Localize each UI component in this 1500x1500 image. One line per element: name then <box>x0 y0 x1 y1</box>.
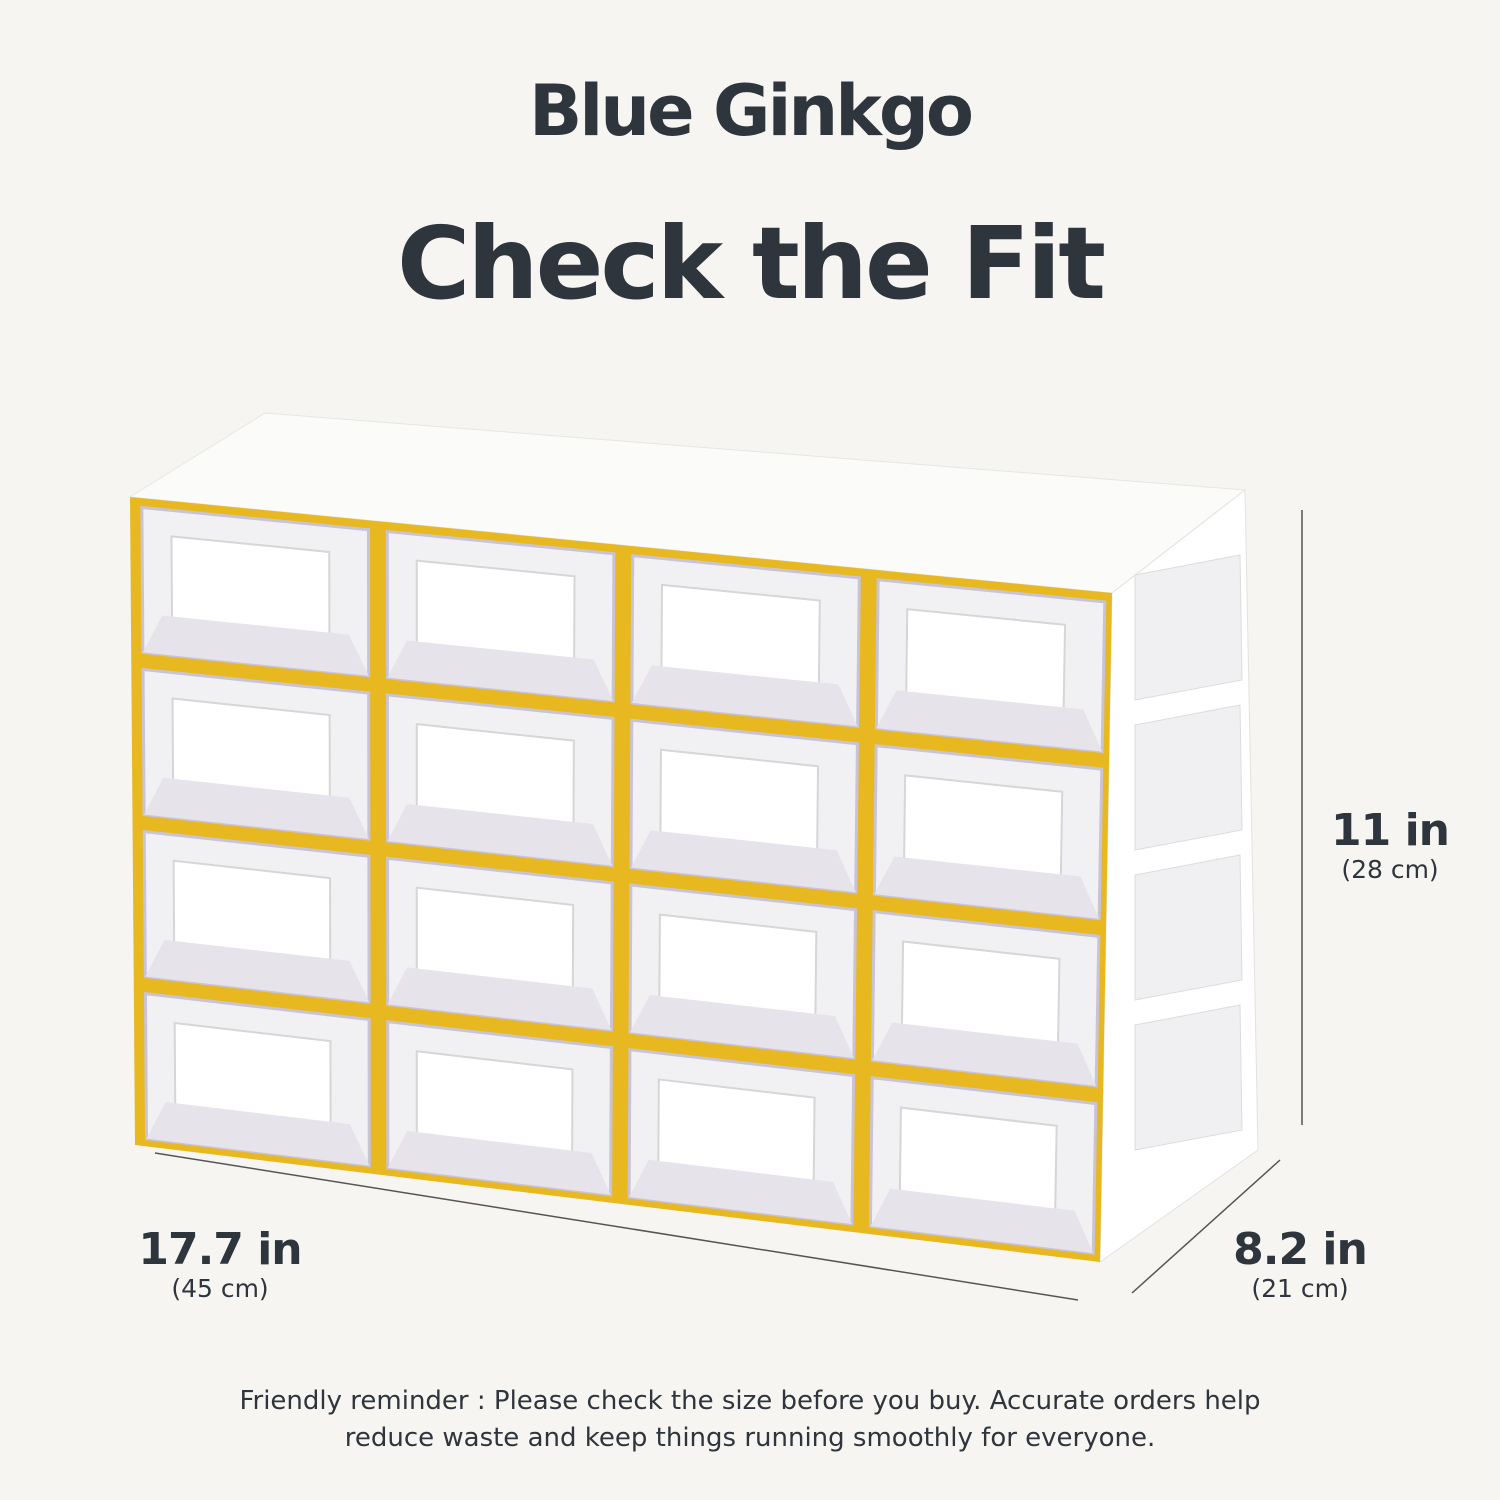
drawer[interactable] <box>629 718 859 894</box>
friendly-reminder: Friendly reminder : Please check the siz… <box>0 1383 1500 1457</box>
drawer-bottom <box>870 1188 1094 1254</box>
drawer[interactable] <box>874 578 1107 754</box>
reminder-line-1: Friendly reminder : Please check the siz… <box>239 1386 1261 1416</box>
width-metric: (45 cm) <box>171 1274 269 1303</box>
drawer[interactable] <box>385 693 615 868</box>
side-window <box>1134 554 1243 701</box>
drawer[interactable] <box>385 529 616 703</box>
drawer-bottom <box>387 803 613 866</box>
drawer-bottom <box>631 665 858 727</box>
drawer-bottom <box>629 1159 852 1224</box>
drawer[interactable] <box>628 883 858 1060</box>
drawer[interactable] <box>140 505 371 678</box>
drawer[interactable] <box>386 1020 613 1197</box>
drawer[interactable] <box>870 910 1101 1088</box>
drawer-bottom <box>145 939 370 1003</box>
depth-dimension-line <box>1131 1159 1281 1294</box>
drawer-bottom <box>630 830 856 893</box>
drawer-bottom <box>387 1130 611 1195</box>
side-window <box>1134 1004 1243 1151</box>
depth-metric: (21 cm) <box>1251 1274 1349 1303</box>
drawer-bottom <box>146 1102 370 1166</box>
drawer-bottom <box>874 856 1100 919</box>
drawer-bottom <box>144 777 369 840</box>
drawer[interactable] <box>142 829 371 1004</box>
height-metric: (28 cm) <box>1341 855 1439 884</box>
drawer-bottom <box>387 640 614 701</box>
height-value: 11 in <box>1331 805 1450 856</box>
side-window <box>1134 704 1243 851</box>
drawer[interactable] <box>141 667 371 841</box>
reminder-line-2: reduce waste and keep things running smo… <box>344 1423 1156 1453</box>
width-label: 17.7 in (45 cm) <box>130 1225 310 1303</box>
side-window <box>1134 854 1243 1001</box>
brand-logo: Blue Ginkgo <box>528 70 974 152</box>
width-dimension-line <box>154 1152 1079 1301</box>
drawer[interactable] <box>630 553 861 728</box>
page-title: Check the Fit <box>396 205 1106 322</box>
drawer[interactable] <box>386 856 614 1032</box>
drawer-bottom <box>387 967 612 1031</box>
drawer[interactable] <box>627 1048 856 1226</box>
drawer-bottom <box>142 615 369 676</box>
drawer-bottom <box>876 690 1103 752</box>
drawer[interactable] <box>868 1076 1098 1255</box>
width-value: 17.7 in <box>138 1224 302 1275</box>
yellow-frame <box>130 497 1112 1262</box>
depth-label: 8.2 in (21 cm) <box>1220 1225 1380 1303</box>
drawer-bottom <box>630 994 854 1059</box>
height-label: 11 in (28 cm) <box>1320 806 1460 884</box>
drawer-bottom <box>872 1022 1097 1086</box>
depth-value: 8.2 in <box>1233 1224 1368 1275</box>
drawer[interactable] <box>872 744 1104 921</box>
drawer[interactable] <box>143 991 371 1168</box>
